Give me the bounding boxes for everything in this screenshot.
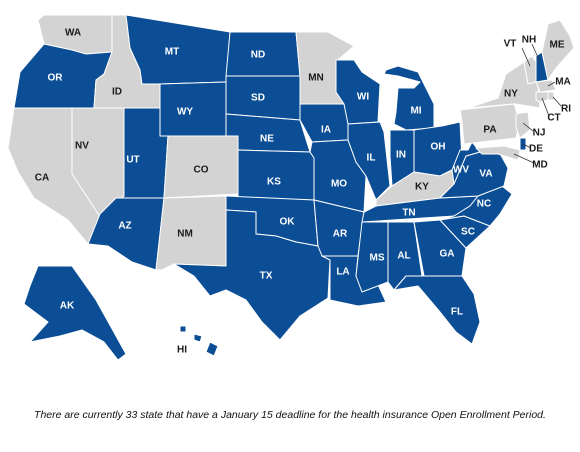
leader-line-ma: [547, 81, 556, 87]
state-mi: [383, 65, 435, 131]
state-label-id: ID: [112, 87, 122, 98]
leader-line-nj: [522, 122, 534, 132]
state-label-nj: NJ: [533, 128, 546, 139]
state-label-ne: NE: [260, 134, 274, 145]
state-wv: [451, 141, 481, 185]
state-tx: [173, 209, 331, 341]
state-label-nh: NH: [522, 35, 536, 46]
state-label-vt: VT: [504, 39, 517, 50]
state-label-md: MD: [532, 160, 548, 171]
state-label-fl: FL: [451, 307, 463, 318]
state-ut: [115, 107, 169, 205]
state-ms: [355, 221, 389, 293]
state-nj: [515, 111, 531, 139]
state-label-ks: KS: [267, 177, 281, 188]
state-label-wi: WI: [357, 92, 369, 103]
state-label-pa: PA: [483, 125, 496, 136]
state-label-ar: AR: [333, 229, 348, 240]
state-label-wv: WV: [453, 165, 469, 176]
state-label-tn: TN: [402, 208, 415, 219]
state-ak: [23, 265, 127, 361]
state-label-ca: CA: [35, 173, 49, 184]
state-fl: [393, 275, 481, 345]
state-nc: [439, 185, 513, 227]
state-label-hi: HI: [177, 345, 187, 356]
state-label-az: AZ: [118, 221, 131, 232]
leader-line-ct: [541, 97, 550, 117]
state-label-nd: ND: [251, 50, 265, 61]
state-label-ms: MS: [370, 253, 385, 264]
state-label-la: LA: [336, 267, 349, 278]
state-label-nm: NM: [177, 229, 193, 240]
state-hi: [179, 325, 219, 357]
leader-line-de: [522, 143, 532, 149]
leader-line-nh: [531, 43, 541, 63]
state-label-tx: TX: [260, 271, 273, 282]
map-caption: There are currently 33 state that have a…: [34, 409, 546, 421]
state-label-mn: MN: [308, 73, 324, 84]
state-label-ct: CT: [547, 113, 560, 124]
leader-line-vt: [521, 47, 531, 67]
state-label-nv: NV: [75, 141, 89, 152]
state-label-ma: MA: [555, 77, 571, 88]
state-label-wy: WY: [177, 107, 193, 118]
state-label-al: AL: [397, 251, 410, 262]
state-label-ia: IA: [321, 125, 331, 136]
state-ia: [299, 103, 353, 143]
state-label-ut: UT: [126, 155, 139, 166]
state-ct: [535, 91, 549, 103]
state-ri: [547, 91, 555, 101]
leader-line-ri: [552, 96, 562, 107]
state-label-ky: KY: [415, 182, 429, 193]
state-ks: [237, 149, 315, 201]
state-label-oh: OH: [431, 142, 446, 153]
state-label-ny: NY: [504, 89, 518, 100]
state-label-ri: RI: [561, 104, 571, 115]
state-label-va: VA: [479, 169, 492, 180]
state-label-ak: AK: [60, 301, 75, 312]
state-label-me: ME: [550, 40, 565, 51]
state-ma: [535, 79, 557, 93]
state-label-sc: SC: [461, 227, 475, 238]
state-label-wa: WA: [65, 28, 81, 39]
state-md: [475, 145, 521, 161]
state-label-mt: MT: [165, 47, 179, 58]
state-label-sd: SD: [251, 93, 265, 104]
state-label-ga: GA: [440, 249, 455, 260]
state-label-or: OR: [48, 73, 64, 84]
state-label-mi: MI: [410, 106, 421, 117]
leader-line-md: [513, 153, 535, 164]
state-label-de: DE: [529, 144, 543, 155]
state-label-co: CO: [194, 165, 209, 176]
state-me: [541, 19, 575, 81]
state-label-mo: MO: [331, 179, 347, 190]
state-label-il: IL: [367, 153, 376, 164]
state-label-ok: OK: [280, 217, 296, 228]
state-label-nc: NC: [477, 199, 491, 210]
state-label-in: IN: [396, 150, 406, 161]
